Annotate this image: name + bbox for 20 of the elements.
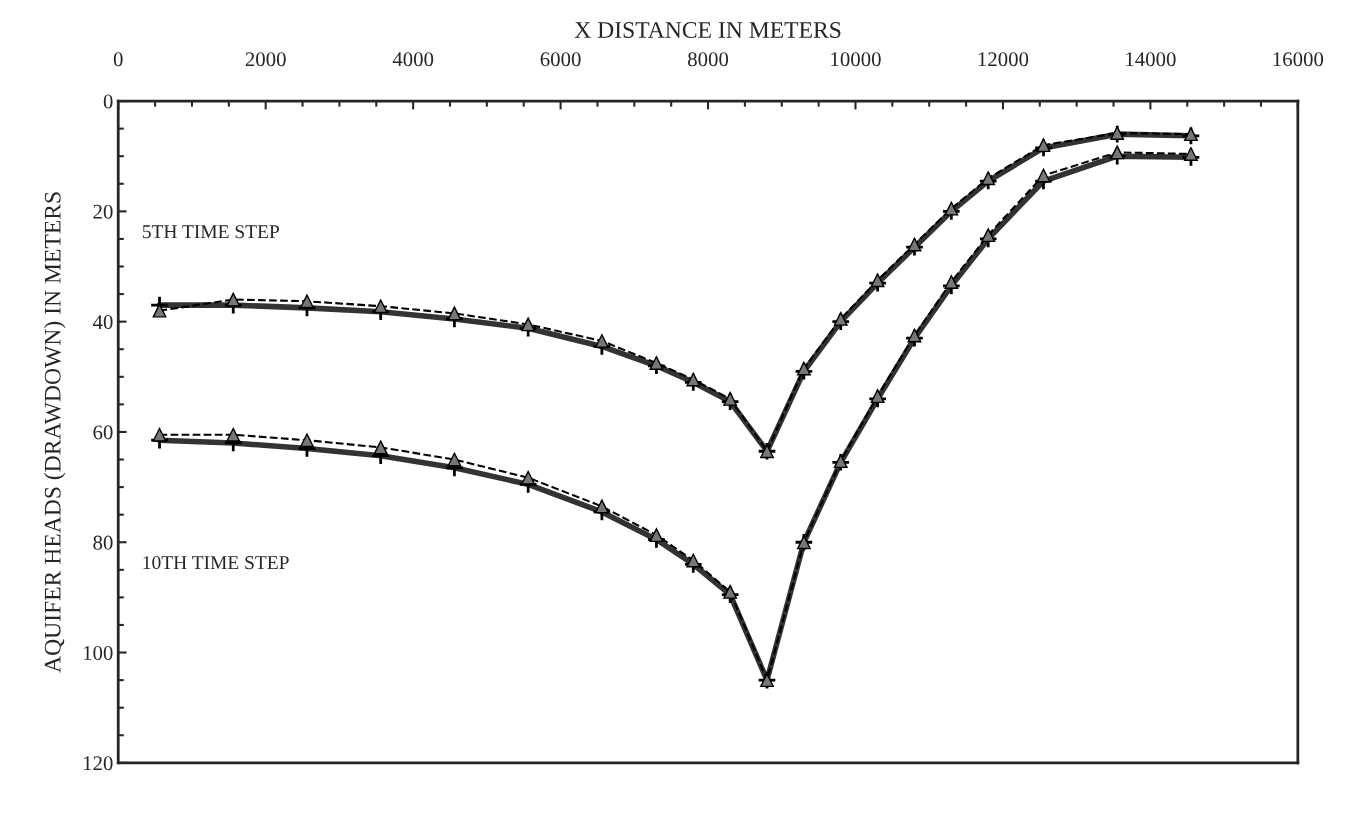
x-tick-label: 2000 bbox=[245, 52, 286, 67]
y-axis-title: AQUIFER HEADS (DRAWDOWN) IN METERS bbox=[44, 192, 66, 673]
y-tick-label: 0 bbox=[103, 94, 113, 109]
x-tick-label: 16000 bbox=[1273, 52, 1324, 67]
annotation: 5TH TIME STEP bbox=[142, 225, 279, 239]
y-tick-label: 80 bbox=[93, 535, 113, 550]
x-tick-label: 12000 bbox=[978, 52, 1029, 67]
y-tick-label: 60 bbox=[93, 425, 113, 440]
y-tick-label: 40 bbox=[92, 315, 113, 330]
x-tick-label: 8000 bbox=[688, 52, 729, 67]
x-tick-label: 6000 bbox=[540, 52, 581, 67]
x-tick-label: 14000 bbox=[1126, 52, 1176, 67]
x-axis-title: X DISTANCE IN METERS bbox=[574, 22, 841, 38]
annotation: 10TH TIME STEP bbox=[143, 556, 289, 570]
y-tick-label: 120 bbox=[83, 756, 113, 771]
y-tick-label: 20 bbox=[93, 204, 113, 219]
x-tick-label: 4000 bbox=[392, 52, 434, 67]
x-tick-label: 10000 bbox=[831, 52, 881, 67]
x-tick-label: 0 bbox=[113, 52, 123, 67]
y-tick-label: 100 bbox=[83, 645, 113, 660]
